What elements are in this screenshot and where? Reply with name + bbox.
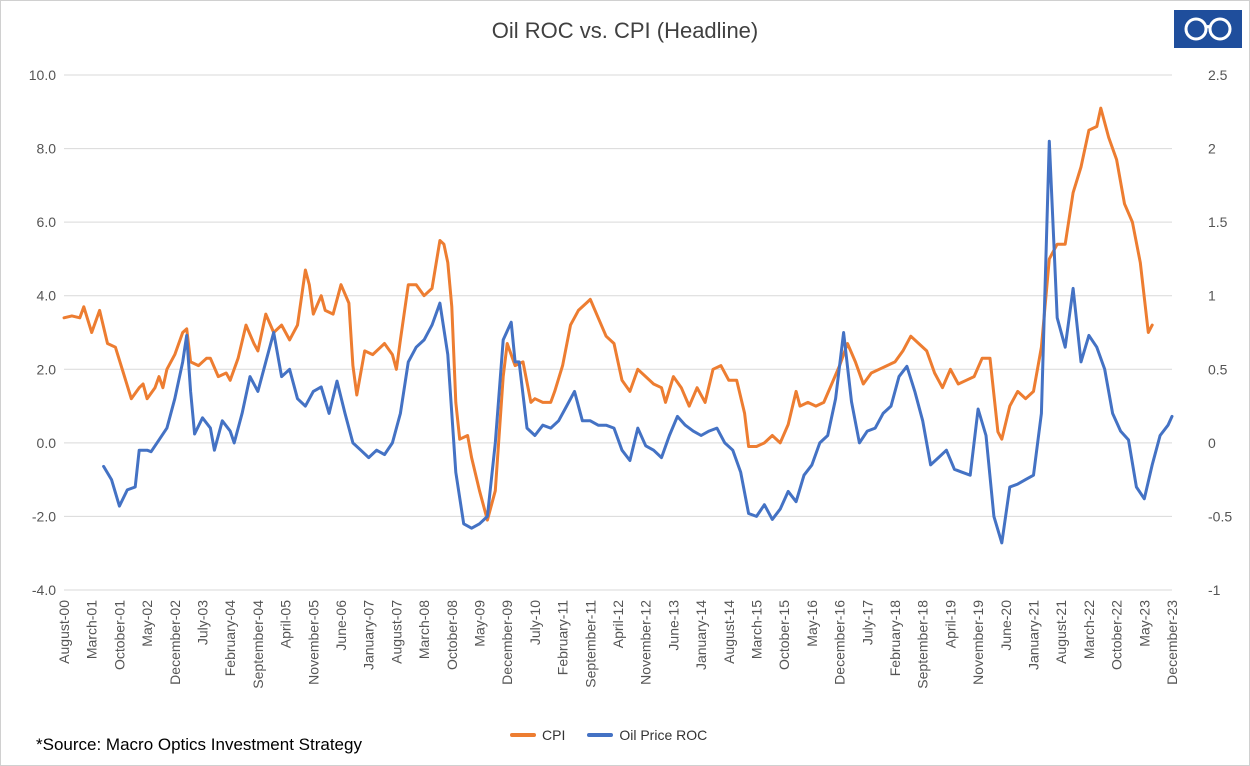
x-tick-label: July-10 bbox=[527, 600, 543, 645]
x-tick-label: April-19 bbox=[942, 600, 958, 648]
left-tick-label: -2.0 bbox=[32, 508, 56, 524]
x-tick-label: November-12 bbox=[638, 600, 654, 685]
glasses-icon bbox=[1184, 17, 1232, 41]
series-line-oil-price-roc bbox=[102, 139, 1174, 545]
x-tick-label: June-13 bbox=[665, 600, 681, 651]
x-tick-label: October-15 bbox=[776, 600, 792, 670]
x-tick-label: October-01 bbox=[111, 600, 127, 670]
x-tick-label: May-09 bbox=[472, 600, 488, 647]
source-note: *Source: Macro Optics Investment Strateg… bbox=[36, 735, 362, 754]
x-tick-label: October-08 bbox=[444, 600, 460, 670]
x-tick-label: August-14 bbox=[721, 600, 737, 664]
x-tick-label: February-04 bbox=[222, 600, 238, 676]
x-tick-label: September-18 bbox=[915, 600, 931, 689]
x-tick-label: October-22 bbox=[1109, 600, 1125, 670]
x-tick-label: March-01 bbox=[84, 600, 100, 659]
x-tick-label: September-04 bbox=[250, 600, 266, 689]
x-tick-label: August-00 bbox=[56, 600, 72, 664]
left-tick-label: 2.0 bbox=[37, 361, 57, 377]
legend-label-cpi: CPI bbox=[542, 727, 566, 743]
x-tick-label: July-17 bbox=[859, 600, 875, 645]
x-tick-label: November-19 bbox=[970, 600, 986, 685]
chart-legend: CPI Oil Price ROC bbox=[510, 727, 707, 743]
x-tick-label: August-07 bbox=[388, 600, 404, 664]
left-tick-label: 10.0 bbox=[29, 67, 56, 83]
right-tick-label: 1.5 bbox=[1208, 214, 1228, 230]
x-tick-label: February-11 bbox=[555, 600, 571, 675]
x-axis: August-00 March-01 October-01 May-02 Decembe… bbox=[56, 600, 1180, 689]
series-lines bbox=[62, 106, 1174, 545]
x-tick-label: February-18 bbox=[887, 600, 903, 676]
right-tick-label: 1 bbox=[1208, 288, 1216, 304]
right-tick-label: 2 bbox=[1208, 141, 1216, 157]
right-tick-label: 0.5 bbox=[1208, 361, 1228, 377]
x-tick-label: January-21 bbox=[1026, 600, 1042, 670]
x-tick-label: April-12 bbox=[610, 600, 626, 648]
left-tick-label: 4.0 bbox=[37, 288, 57, 304]
x-tick-label: July-03 bbox=[195, 600, 211, 645]
x-tick-label: March-22 bbox=[1081, 600, 1097, 659]
x-tick-label: May-23 bbox=[1136, 600, 1152, 647]
x-tick-label: June-06 bbox=[333, 600, 349, 651]
x-tick-label: April-05 bbox=[278, 600, 294, 648]
x-tick-label: January-07 bbox=[361, 600, 377, 670]
logo-glasses-icon bbox=[1174, 10, 1242, 48]
x-tick-label: December-16 bbox=[832, 600, 848, 685]
chart-title: Oil ROC vs. CPI (Headline) bbox=[491, 18, 759, 43]
legend-label-oil: Oil Price ROC bbox=[619, 727, 708, 743]
x-tick-label: November-05 bbox=[305, 600, 321, 685]
left-tick-label: 8.0 bbox=[37, 141, 57, 157]
left-tick-label: 6.0 bbox=[37, 214, 57, 230]
legend-item-oil: Oil Price ROC bbox=[587, 727, 707, 743]
legend-item-cpi: CPI bbox=[510, 727, 565, 743]
x-tick-label: January-14 bbox=[693, 600, 709, 670]
x-tick-label: December-23 bbox=[1164, 600, 1180, 685]
series-line-cpi bbox=[62, 106, 1154, 522]
left-tick-label: -4.0 bbox=[32, 582, 56, 598]
x-tick-label: March-08 bbox=[416, 600, 432, 659]
right-tick-label: -1 bbox=[1208, 582, 1221, 598]
right-tick-label: -0.5 bbox=[1208, 508, 1232, 524]
x-tick-label: December-02 bbox=[167, 600, 183, 685]
legend-swatch-cpi bbox=[510, 733, 536, 737]
left-tick-label: 0.0 bbox=[37, 435, 57, 451]
x-tick-label: September-11 bbox=[582, 600, 598, 688]
left-y-axis: -4.0 -2.0 0.0 2.0 4.0 6.0 8.0 10.0 bbox=[29, 67, 56, 598]
right-tick-label: 0 bbox=[1208, 435, 1216, 451]
x-tick-label: December-09 bbox=[499, 600, 515, 685]
right-tick-label: 2.5 bbox=[1208, 67, 1228, 83]
x-tick-label: May-02 bbox=[139, 600, 155, 647]
x-tick-label: May-16 bbox=[804, 600, 820, 647]
legend-swatch-oil bbox=[587, 733, 614, 737]
x-tick-label: August-21 bbox=[1053, 600, 1069, 664]
right-y-axis: -1 -0.5 0 0.5 1 1.5 2 2.5 bbox=[1208, 67, 1232, 598]
x-tick-label: March-15 bbox=[749, 600, 765, 659]
x-tick-label: June-20 bbox=[998, 600, 1014, 651]
